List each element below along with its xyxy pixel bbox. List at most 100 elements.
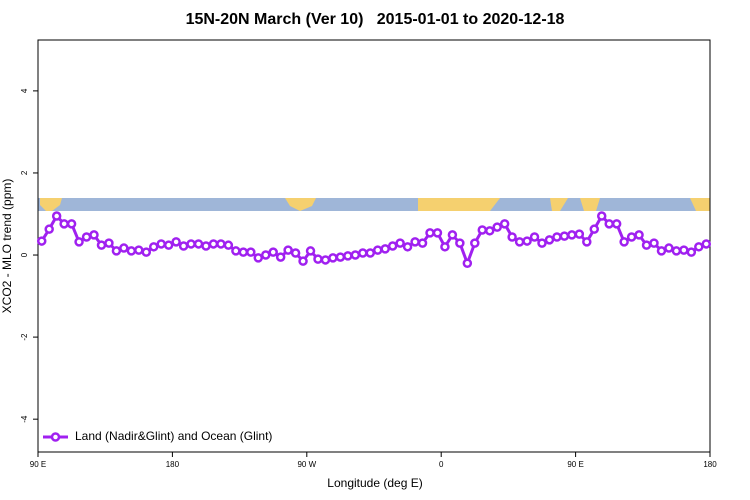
data-point (425, 228, 435, 238)
data-point (671, 246, 682, 256)
data-point (477, 225, 488, 235)
x-tick-label: 90 W (297, 460, 316, 469)
data-point (387, 241, 398, 251)
data-point (231, 246, 241, 256)
data-point (484, 226, 495, 236)
data-point (402, 242, 413, 252)
data-point (89, 230, 99, 240)
data-point (701, 239, 712, 249)
data-point (163, 240, 174, 250)
data-point (44, 224, 54, 234)
data-point (298, 256, 308, 266)
data-point (544, 235, 555, 245)
land-patch (580, 198, 600, 211)
data-point (552, 232, 562, 242)
chart-title: 15N-20N March (Ver 10) 2015-01-01 to 202… (186, 11, 565, 28)
data-point (96, 240, 107, 250)
data-point (455, 238, 465, 248)
data-point (656, 246, 667, 256)
x-tick-label: 90 E (30, 460, 46, 469)
data-point (514, 237, 525, 247)
data-point (417, 238, 428, 248)
data-point (686, 247, 697, 257)
data-point (104, 238, 114, 248)
data-point (59, 219, 69, 229)
data-point (567, 230, 577, 240)
data-point (253, 253, 264, 263)
y-tick-label: -2 (20, 333, 29, 341)
data-point (694, 242, 704, 252)
x-tick-label: 180 (166, 460, 180, 469)
data-point (350, 250, 361, 260)
data-point (328, 253, 338, 263)
data-point (626, 232, 637, 242)
data-point (507, 232, 517, 242)
data-point (395, 238, 405, 248)
data-point (74, 237, 84, 247)
land-patch (550, 198, 568, 211)
land-patch (690, 198, 710, 211)
data-point (178, 241, 189, 251)
data-point (574, 229, 585, 239)
data-point (66, 219, 77, 229)
data-point (201, 241, 211, 251)
data-point (470, 238, 480, 248)
y-axis-label: XCO2 - MLO trend (ppm) (0, 179, 14, 314)
legend-marker (50, 432, 61, 442)
data-point (186, 239, 196, 249)
data-point (283, 245, 293, 255)
data-point (126, 246, 137, 256)
data-point (582, 237, 592, 247)
data-point (51, 211, 62, 221)
data-point (372, 245, 383, 255)
data-point (119, 243, 129, 253)
data-point (238, 247, 249, 257)
data-point (335, 252, 346, 262)
data-point (604, 219, 614, 229)
y-tick-label: 0 (20, 252, 29, 257)
data-point (246, 247, 256, 257)
data-point (649, 238, 659, 248)
data-point (148, 242, 159, 252)
data-point (611, 219, 622, 229)
data-point (440, 242, 450, 252)
legend-label: Land (Nadir&Glint) and Ocean (Glint) (75, 429, 272, 443)
data-point (634, 230, 644, 240)
data-point (679, 245, 689, 255)
x-tick-label: 90 E (567, 460, 583, 469)
data-point (320, 255, 331, 265)
data-point (216, 239, 226, 249)
x-tick-label: 0 (439, 460, 444, 469)
data-point (641, 240, 652, 250)
data-point (447, 230, 458, 240)
data-point (313, 254, 323, 264)
land-patch (285, 198, 316, 211)
data-point (141, 247, 152, 257)
y-tick-label: 4 (20, 88, 29, 93)
data-point (380, 244, 390, 254)
data-point (36, 236, 47, 246)
data-point (499, 219, 510, 229)
data-point (410, 237, 420, 247)
data-point (81, 232, 92, 242)
ocean-band (38, 198, 710, 211)
x-axis-label: Longitude (deg E) (327, 476, 422, 490)
land-patch (418, 198, 500, 211)
y-tick-label: -4 (20, 415, 29, 423)
data-point (111, 246, 122, 256)
data-point (156, 239, 166, 249)
data-point (462, 258, 473, 268)
data-point (522, 236, 532, 246)
land-ocean-map (38, 198, 710, 211)
data-point (537, 238, 547, 248)
data-point (275, 252, 286, 262)
data-point (589, 224, 600, 234)
data-point (619, 237, 629, 247)
data-point (559, 231, 570, 241)
data-point (290, 248, 301, 258)
data-point (492, 222, 502, 232)
land-patch (40, 198, 62, 211)
x-tick-label: 180 (703, 460, 717, 469)
